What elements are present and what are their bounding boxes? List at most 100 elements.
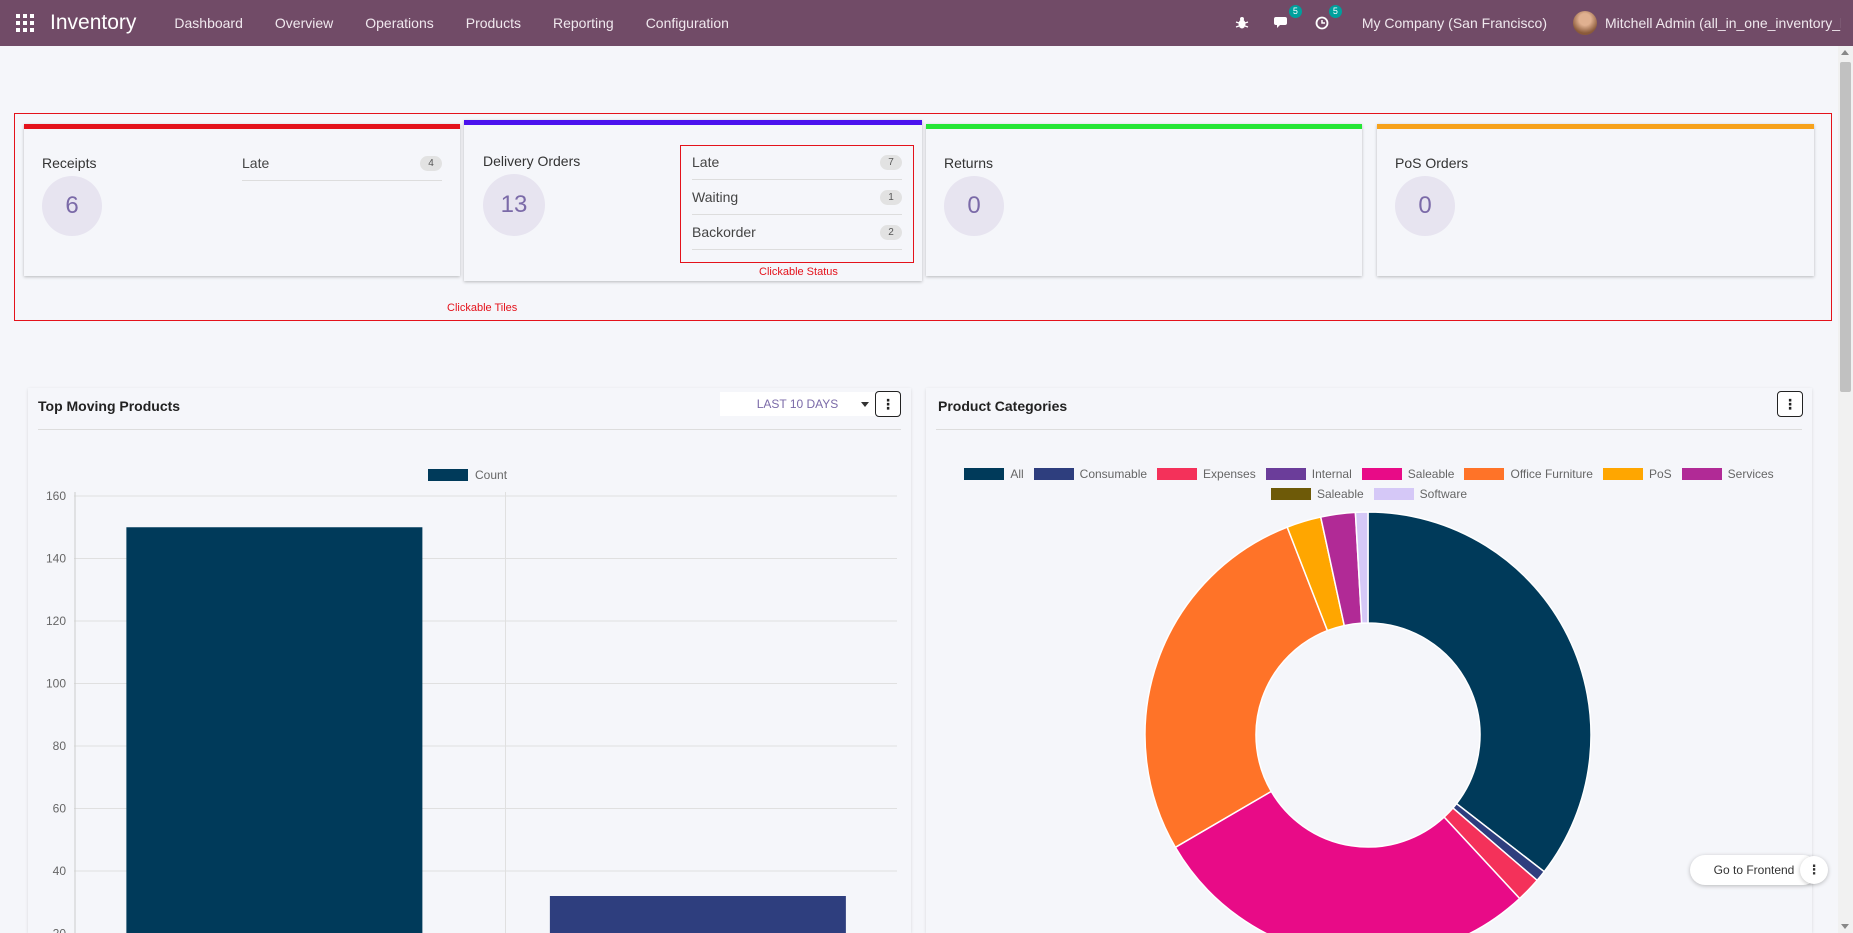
status-receipts-late[interactable]: Late 4: [242, 146, 442, 181]
clickable-status-label: Clickable Status: [759, 266, 838, 278]
legend-label: Saleable: [1316, 487, 1364, 501]
y-tick-label: 40: [53, 864, 67, 878]
period-select[interactable]: LAST 10 DAYS: [720, 392, 875, 416]
y-tick-label: 160: [46, 489, 66, 503]
clickable-status-annotation: [680, 145, 914, 263]
tile-delivery-orders[interactable]: Delivery Orders 13 Late 7 Waiting 1 Back…: [464, 120, 922, 281]
menu-operations[interactable]: Operations: [365, 15, 434, 31]
panel-divider: [936, 429, 1802, 430]
status-delivery-backorder[interactable]: Backorder 2: [692, 215, 902, 250]
tile-returns[interactable]: Returns 0: [926, 124, 1362, 276]
legend-label: All: [1010, 467, 1024, 481]
tile-delivery-color-bar: [464, 120, 922, 125]
scroll-thumb[interactable]: [1840, 62, 1851, 392]
categories-options-button[interactable]: ⋮: [1777, 391, 1803, 417]
y-tick-label: 100: [46, 677, 66, 691]
activities-icon[interactable]: 5: [1312, 5, 1342, 33]
tile-receipts-color-bar: [24, 124, 460, 129]
tile-receipts-count[interactable]: 6: [42, 176, 102, 236]
legend-swatch: [1361, 468, 1402, 480]
tile-pos-count[interactable]: 0: [1395, 176, 1455, 236]
company-switcher[interactable]: My Company (San Francisco): [1361, 15, 1547, 31]
messages-badge: 5: [1288, 5, 1302, 18]
bug-icon[interactable]: [1232, 13, 1252, 33]
legend-swatch: [1270, 488, 1311, 500]
legend-item[interactable]: PoS: [1602, 467, 1672, 481]
legend-item[interactable]: Expenses: [1157, 467, 1256, 481]
avatar: [1573, 11, 1597, 35]
panel-divider: [38, 429, 901, 430]
tile-delivery-count[interactable]: 13: [483, 174, 545, 236]
pie-slice: [1367, 511, 1592, 873]
status-label: Waiting: [692, 189, 739, 205]
apps-menu-icon[interactable]: [16, 14, 34, 32]
panel-title: Top Moving Products: [38, 398, 181, 414]
legend-item[interactable]: All: [964, 467, 1024, 481]
tile-pos-orders[interactable]: PoS Orders 0: [1377, 124, 1814, 276]
legend-swatch: [1681, 468, 1722, 480]
tile-returns-color-bar: [926, 124, 1362, 129]
tile-returns-count[interactable]: 0: [944, 176, 1004, 236]
y-tick-label: 60: [53, 802, 67, 816]
status-label: Backorder: [692, 224, 756, 240]
bar-chart: Count 160 140 120 100 80 60 40 20: [46, 468, 897, 933]
bar: [549, 896, 846, 933]
activities-badge: 5: [1328, 5, 1342, 18]
pie-slice: [1174, 790, 1521, 933]
y-tick-label: 80: [53, 739, 67, 753]
tile-receipts[interactable]: Receipts 6 Late 4: [24, 124, 460, 276]
legend-swatch: [1265, 468, 1306, 480]
legend-swatch: [428, 469, 468, 481]
app-title[interactable]: Inventory: [50, 11, 137, 34]
scroll-down-icon[interactable]: [1841, 924, 1849, 929]
legend-label: Software: [1419, 487, 1468, 501]
top-moving-options-button[interactable]: ⋮: [875, 391, 901, 417]
legend-item[interactable]: Office Furniture: [1464, 467, 1593, 481]
status-count-badge: 4: [420, 155, 442, 171]
menu-configuration[interactable]: Configuration: [645, 15, 729, 31]
period-select-value: LAST 10 DAYS: [756, 397, 839, 411]
menu-dashboard[interactable]: Dashboard: [174, 15, 243, 31]
status-label: Late: [692, 154, 720, 170]
status-count-badge: 2: [880, 224, 902, 240]
status-delivery-late[interactable]: Late 7: [692, 145, 902, 180]
legend-item[interactable]: Saleable: [1361, 467, 1455, 481]
pie-legend: All Consumable Expenses Internal Saleable Off…: [956, 467, 1782, 507]
legend-item[interactable]: Consumable: [1033, 467, 1148, 481]
legend-swatch: [1373, 488, 1414, 500]
legend-swatch: [1602, 468, 1643, 480]
status-count-badge: 1: [880, 189, 902, 205]
y-tick-label: 120: [46, 614, 66, 628]
panel-title: Product Categories: [938, 398, 1068, 414]
status-delivery-waiting[interactable]: Waiting 1: [692, 180, 902, 215]
pie-chart: [1144, 511, 1592, 933]
legend-item[interactable]: Internal: [1265, 467, 1352, 481]
legend-label: Count: [475, 468, 508, 482]
legend-item[interactable]: Software: [1373, 487, 1468, 501]
top-navbar: Inventory Dashboard Overview Operations …: [0, 0, 1853, 46]
frontend-options-icon[interactable]: ⋮: [1800, 856, 1828, 884]
scroll-up-icon[interactable]: [1841, 50, 1849, 55]
legend-item[interactable]: Saleable: [1270, 487, 1364, 501]
legend-swatch: [1464, 468, 1505, 480]
pie-slice: [1144, 526, 1329, 849]
pie-slice: [1354, 511, 1369, 624]
clickable-tiles-annotation: [14, 113, 1832, 321]
legend-label: Consumable: [1079, 467, 1148, 481]
y-tick-label: 20: [53, 927, 67, 933]
menu-products[interactable]: Products: [465, 15, 521, 31]
page-scrollbar[interactable]: [1838, 46, 1853, 933]
menu-overview[interactable]: Overview: [274, 15, 334, 31]
user-menu[interactable]: Mitchell Admin (all_in_one_inventory_k..…: [1573, 11, 1841, 35]
tile-returns-title: Returns: [944, 155, 994, 171]
tile-delivery-status-list: Late 7 Waiting 1 Backorder 2: [692, 145, 902, 250]
legend-label: Office Furniture: [1510, 467, 1593, 481]
menu-reporting[interactable]: Reporting: [552, 15, 614, 31]
legend-label: Internal: [1311, 467, 1352, 481]
legend-item[interactable]: Services: [1681, 467, 1774, 481]
legend-label: Saleable: [1407, 467, 1455, 481]
y-tick-label: 140: [46, 552, 66, 566]
messages-icon[interactable]: 5: [1272, 5, 1302, 33]
go-to-frontend-button[interactable]: Go to Frontend: [1690, 855, 1818, 885]
status-count-badge: 7: [880, 154, 902, 170]
